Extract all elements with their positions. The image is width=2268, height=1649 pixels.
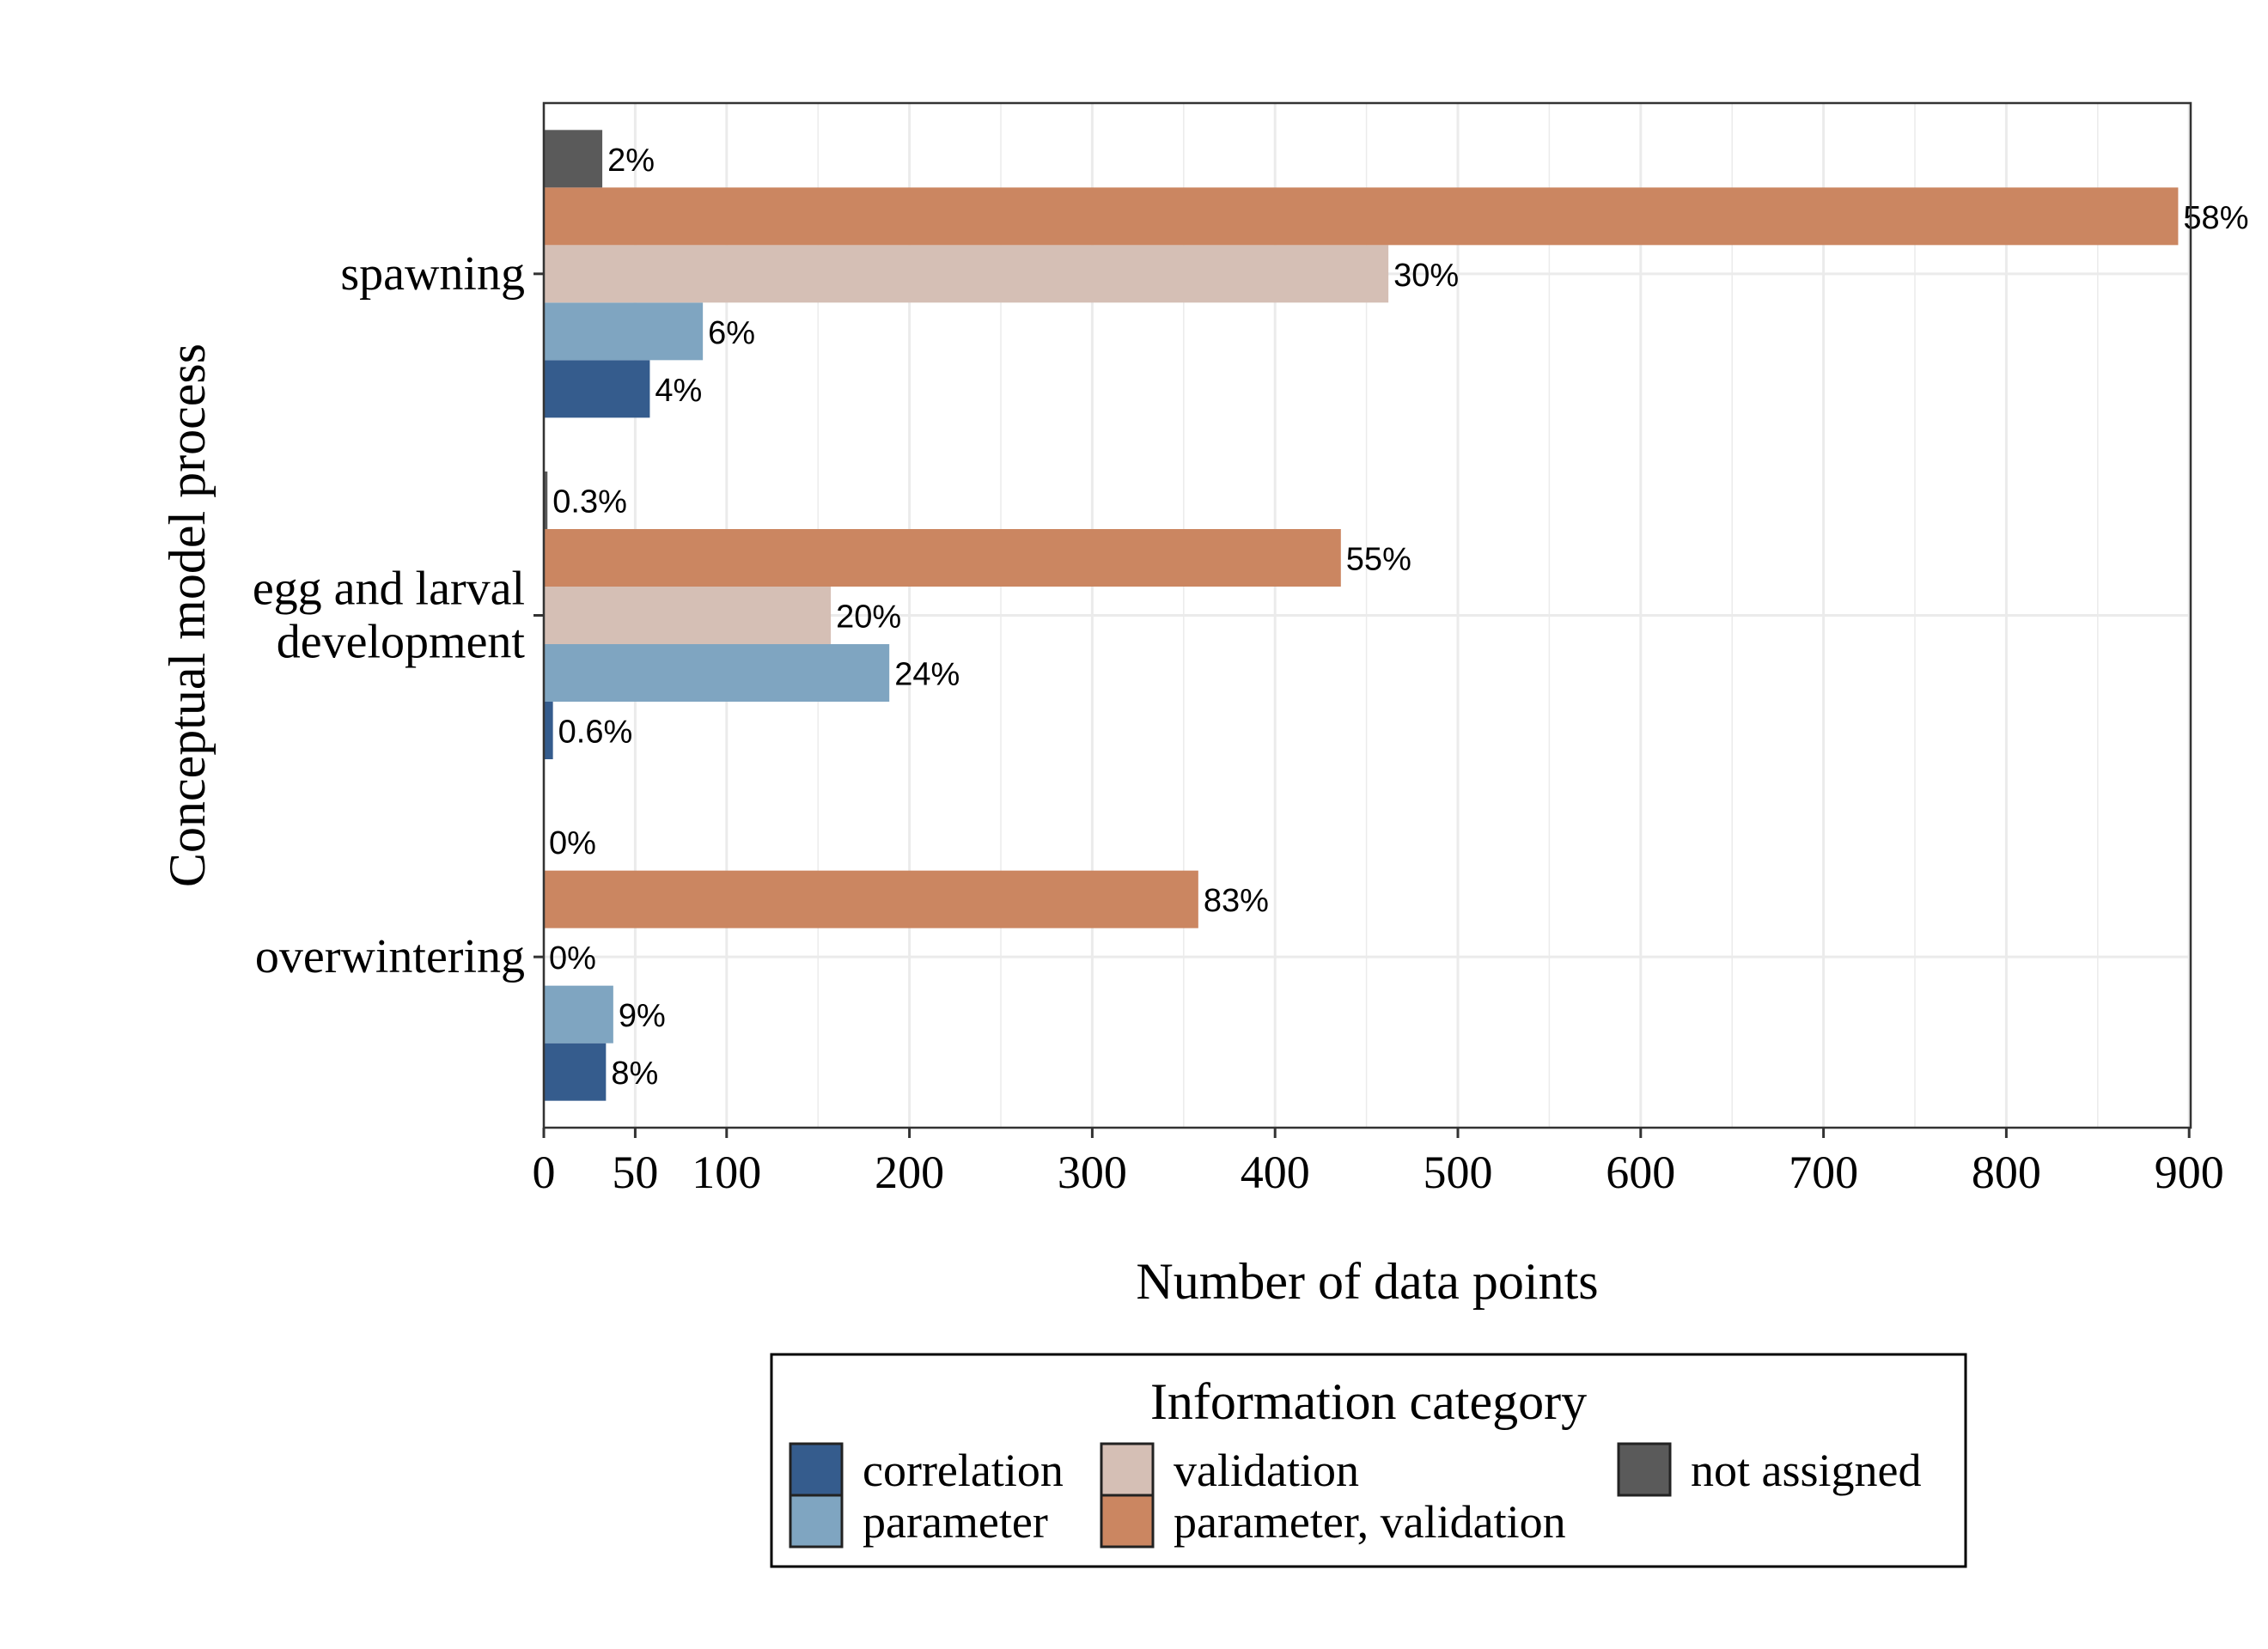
x-tick-label: 600 <box>1606 1147 1675 1198</box>
bar-not-assigned <box>544 130 603 188</box>
bar-parameter-validation <box>544 529 1341 587</box>
bar-not-assigned <box>544 472 548 529</box>
legend-label: not assigned <box>1691 1445 1921 1496</box>
bar-value-label: 55% <box>1346 542 1411 578</box>
legend-swatch <box>1100 1494 1155 1549</box>
legend-swatch <box>789 1442 844 1497</box>
bar-value-label: 0% <box>549 940 596 977</box>
bar-value-label: 8% <box>611 1056 658 1092</box>
x-tick-label: 400 <box>1241 1147 1310 1198</box>
x-tick-label: 100 <box>692 1147 761 1198</box>
bar-labels: 4%6% 30% 58% 2% 0.6% 24% 20% 55% 0.3% 8% 9% 0% 83% 0% <box>549 143 2248 1092</box>
bars <box>544 130 2179 1101</box>
y-tick-label: spawning <box>340 247 525 301</box>
bar-value-label: 20% <box>836 599 901 636</box>
legend-swatch <box>1100 1442 1155 1497</box>
y-axis-title: Conceptual model process <box>159 344 216 887</box>
x-tick-label: 200 <box>875 1147 944 1198</box>
bar-value-label: 83% <box>1204 883 1269 919</box>
bar-value-label: 24% <box>894 657 960 693</box>
x-tick-label: 50 <box>612 1147 658 1198</box>
bar-validation <box>544 587 832 644</box>
bar-parameter <box>544 302 704 361</box>
bar-correlation <box>544 1043 607 1101</box>
bar-parameter-validation <box>544 870 1198 928</box>
bar-value-label: 0.6% <box>558 715 633 751</box>
bar-correlation <box>544 360 650 418</box>
x-tick-label: 900 <box>2155 1147 2224 1198</box>
bar-value-label: 9% <box>619 998 666 1034</box>
bar-value-label: 58% <box>2183 200 2248 236</box>
y-tick-label: overwintering <box>255 930 525 983</box>
bar-value-label: 2% <box>607 143 655 179</box>
x-tick-label: 500 <box>1424 1147 1493 1198</box>
bar-parameter <box>544 985 613 1044</box>
legend-label: parameter <box>863 1496 1048 1548</box>
bar-value-label: 0.3% <box>552 484 627 520</box>
bar-value-label: 0% <box>549 825 596 861</box>
bar-validation <box>544 245 1389 303</box>
legend-swatch <box>789 1494 844 1549</box>
legend-label: correlation <box>863 1445 1064 1496</box>
y-axis: spawning egg and larval development overwin… <box>253 247 544 983</box>
y-tick-label: egg and larval development <box>253 563 526 669</box>
x-tick-label: 800 <box>1972 1147 2041 1198</box>
legend-label: validation <box>1174 1445 1359 1496</box>
bar-correlation <box>544 702 553 759</box>
bar-parameter <box>544 644 890 702</box>
bar-value-label: 30% <box>1393 258 1459 294</box>
bar-value-label: 4% <box>655 373 702 409</box>
bar-value-label: 6% <box>708 315 755 351</box>
x-axis: 0 50 100 200 300 400 500 600 700 800 900 <box>533 1128 2224 1198</box>
x-tick-label: 700 <box>1789 1147 1858 1198</box>
x-tick-label: 300 <box>1058 1147 1127 1198</box>
legend-title: Information category <box>1150 1373 1587 1430</box>
x-axis-title: Number of data points <box>1136 1253 1598 1310</box>
bar-parameter-validation <box>544 187 2179 246</box>
legend: Information category correlationparamete… <box>770 1353 1967 1568</box>
x-tick-label: 0 <box>533 1147 556 1198</box>
legend-box <box>770 1353 1967 1568</box>
legend-swatch <box>1617 1442 1672 1497</box>
legend-label: parameter, validation <box>1174 1496 1566 1548</box>
